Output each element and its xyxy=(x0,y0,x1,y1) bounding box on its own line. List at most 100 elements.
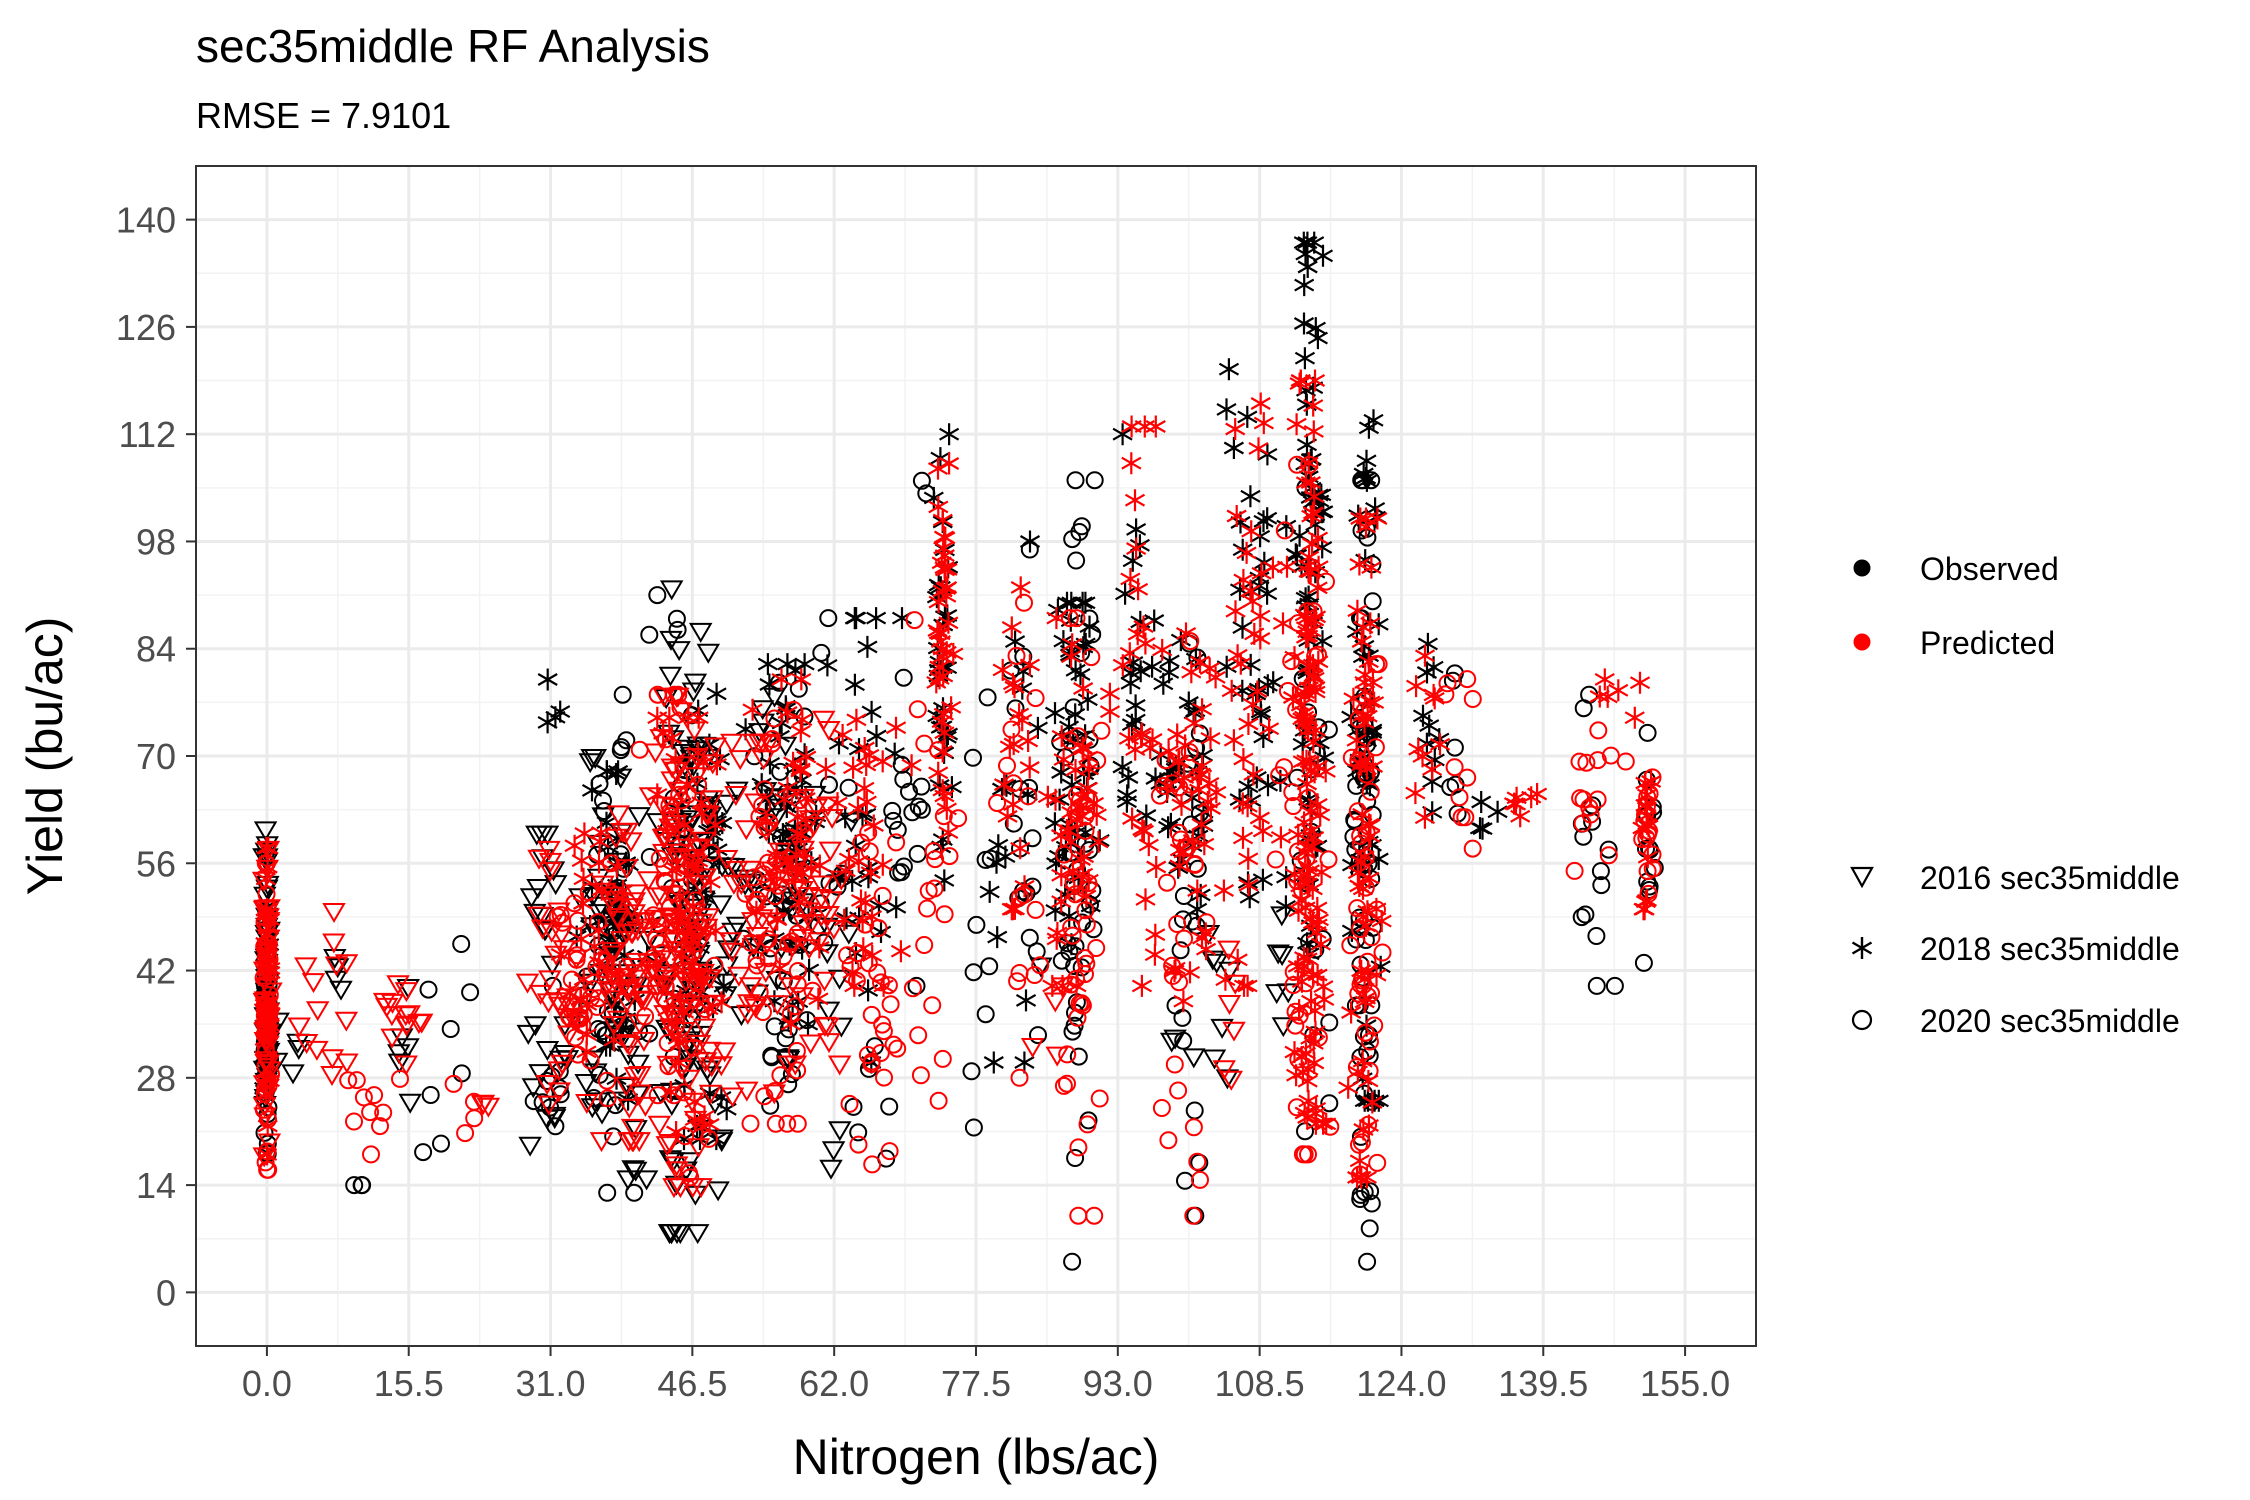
data-point xyxy=(807,932,831,953)
data-point xyxy=(908,700,927,719)
data-point xyxy=(887,833,906,852)
data-point xyxy=(764,798,788,819)
data-point xyxy=(784,701,803,719)
data-point xyxy=(1303,394,1324,417)
data-point xyxy=(518,1136,542,1157)
data-point xyxy=(700,1129,718,1148)
data-point xyxy=(624,1120,648,1141)
data-point xyxy=(880,1097,899,1116)
data-point xyxy=(798,1034,823,1055)
data-point xyxy=(1204,953,1229,974)
data-point xyxy=(872,750,893,773)
data-point xyxy=(659,630,683,651)
data-point xyxy=(394,1006,418,1027)
data-point xyxy=(1152,1099,1171,1117)
data-point xyxy=(1163,1029,1187,1050)
data-point xyxy=(774,788,795,811)
data-point xyxy=(550,700,571,723)
data-point xyxy=(1297,849,1316,868)
data-point xyxy=(818,841,843,862)
data-point xyxy=(763,734,782,753)
data-point xyxy=(794,899,813,918)
x-tick-label: 108.5 xyxy=(1215,1363,1305,1404)
data-point xyxy=(1471,791,1492,813)
y-axis-title: Yield (bu/ac) xyxy=(17,617,73,896)
data-point xyxy=(613,685,632,704)
legend-observed-key xyxy=(1853,559,1871,577)
data-point xyxy=(712,1042,737,1063)
data-point xyxy=(1351,630,1372,653)
data-point xyxy=(589,989,608,1008)
data-point xyxy=(339,1071,358,1090)
data-point xyxy=(301,973,326,994)
data-point xyxy=(1258,717,1280,740)
data-point xyxy=(1175,929,1194,948)
data-point xyxy=(1079,874,1098,893)
data-point xyxy=(839,778,858,797)
data-point xyxy=(928,622,949,644)
data-point xyxy=(640,848,659,866)
data-point xyxy=(1414,806,1436,829)
data-point xyxy=(1580,798,1599,817)
data-point xyxy=(1341,1001,1362,1024)
y-tick-label: 28 xyxy=(136,1058,176,1099)
data-point xyxy=(617,731,636,750)
data-point xyxy=(1367,507,1388,530)
data-point xyxy=(1351,826,1370,845)
data-point xyxy=(1063,926,1082,945)
data-point xyxy=(620,898,644,919)
data-point xyxy=(1136,804,1157,827)
data-point xyxy=(1282,652,1301,671)
data-point xyxy=(1051,864,1072,887)
data-point xyxy=(1249,807,1270,829)
legend-2018-key xyxy=(1851,937,1873,959)
data-point xyxy=(1299,788,1318,807)
data-point xyxy=(527,849,551,870)
x-tick-label: 139.5 xyxy=(1498,1363,1588,1404)
data-point xyxy=(1014,1051,1035,1074)
data-point xyxy=(880,1142,899,1161)
data-point xyxy=(700,871,721,894)
data-point xyxy=(1191,813,1212,836)
data-point xyxy=(698,1041,722,1062)
data-point xyxy=(1237,974,1258,997)
data-point xyxy=(1640,784,1659,803)
data-point xyxy=(1320,1094,1339,1113)
data-point xyxy=(688,622,713,643)
data-point xyxy=(548,907,567,926)
data-point xyxy=(1360,612,1381,635)
data-point xyxy=(1289,372,1310,395)
data-point xyxy=(1302,501,1324,524)
data-point xyxy=(844,1097,863,1116)
data-point xyxy=(636,1007,655,1026)
data-point xyxy=(1317,572,1335,591)
data-point xyxy=(549,925,574,946)
data-point xyxy=(1288,872,1307,891)
data-point xyxy=(537,1095,561,1116)
data-point xyxy=(866,607,887,630)
data-point xyxy=(657,1224,682,1245)
data-point xyxy=(923,996,942,1015)
data-point xyxy=(324,956,349,977)
data-point xyxy=(1082,648,1101,667)
data-point xyxy=(750,807,769,826)
data-point xyxy=(1589,721,1608,740)
legend-shape: 2016 sec35middle 2018 sec35middle 2020 s… xyxy=(1850,860,2180,1039)
data-point xyxy=(683,673,708,694)
data-point xyxy=(1354,990,1375,1013)
data-point xyxy=(1359,1115,1378,1134)
data-point xyxy=(843,756,864,779)
data-point xyxy=(1361,556,1382,579)
data-point xyxy=(888,820,907,839)
data-point xyxy=(1236,541,1257,564)
data-point xyxy=(838,946,857,965)
data-point xyxy=(394,982,419,1003)
data-point xyxy=(1225,418,1246,440)
data-point xyxy=(1295,896,1316,919)
data-point xyxy=(1088,830,1109,853)
data-point xyxy=(1081,895,1099,914)
data-point xyxy=(967,915,986,934)
data-point xyxy=(709,895,733,916)
data-point xyxy=(617,1035,642,1056)
predicted-points xyxy=(251,369,1662,1225)
